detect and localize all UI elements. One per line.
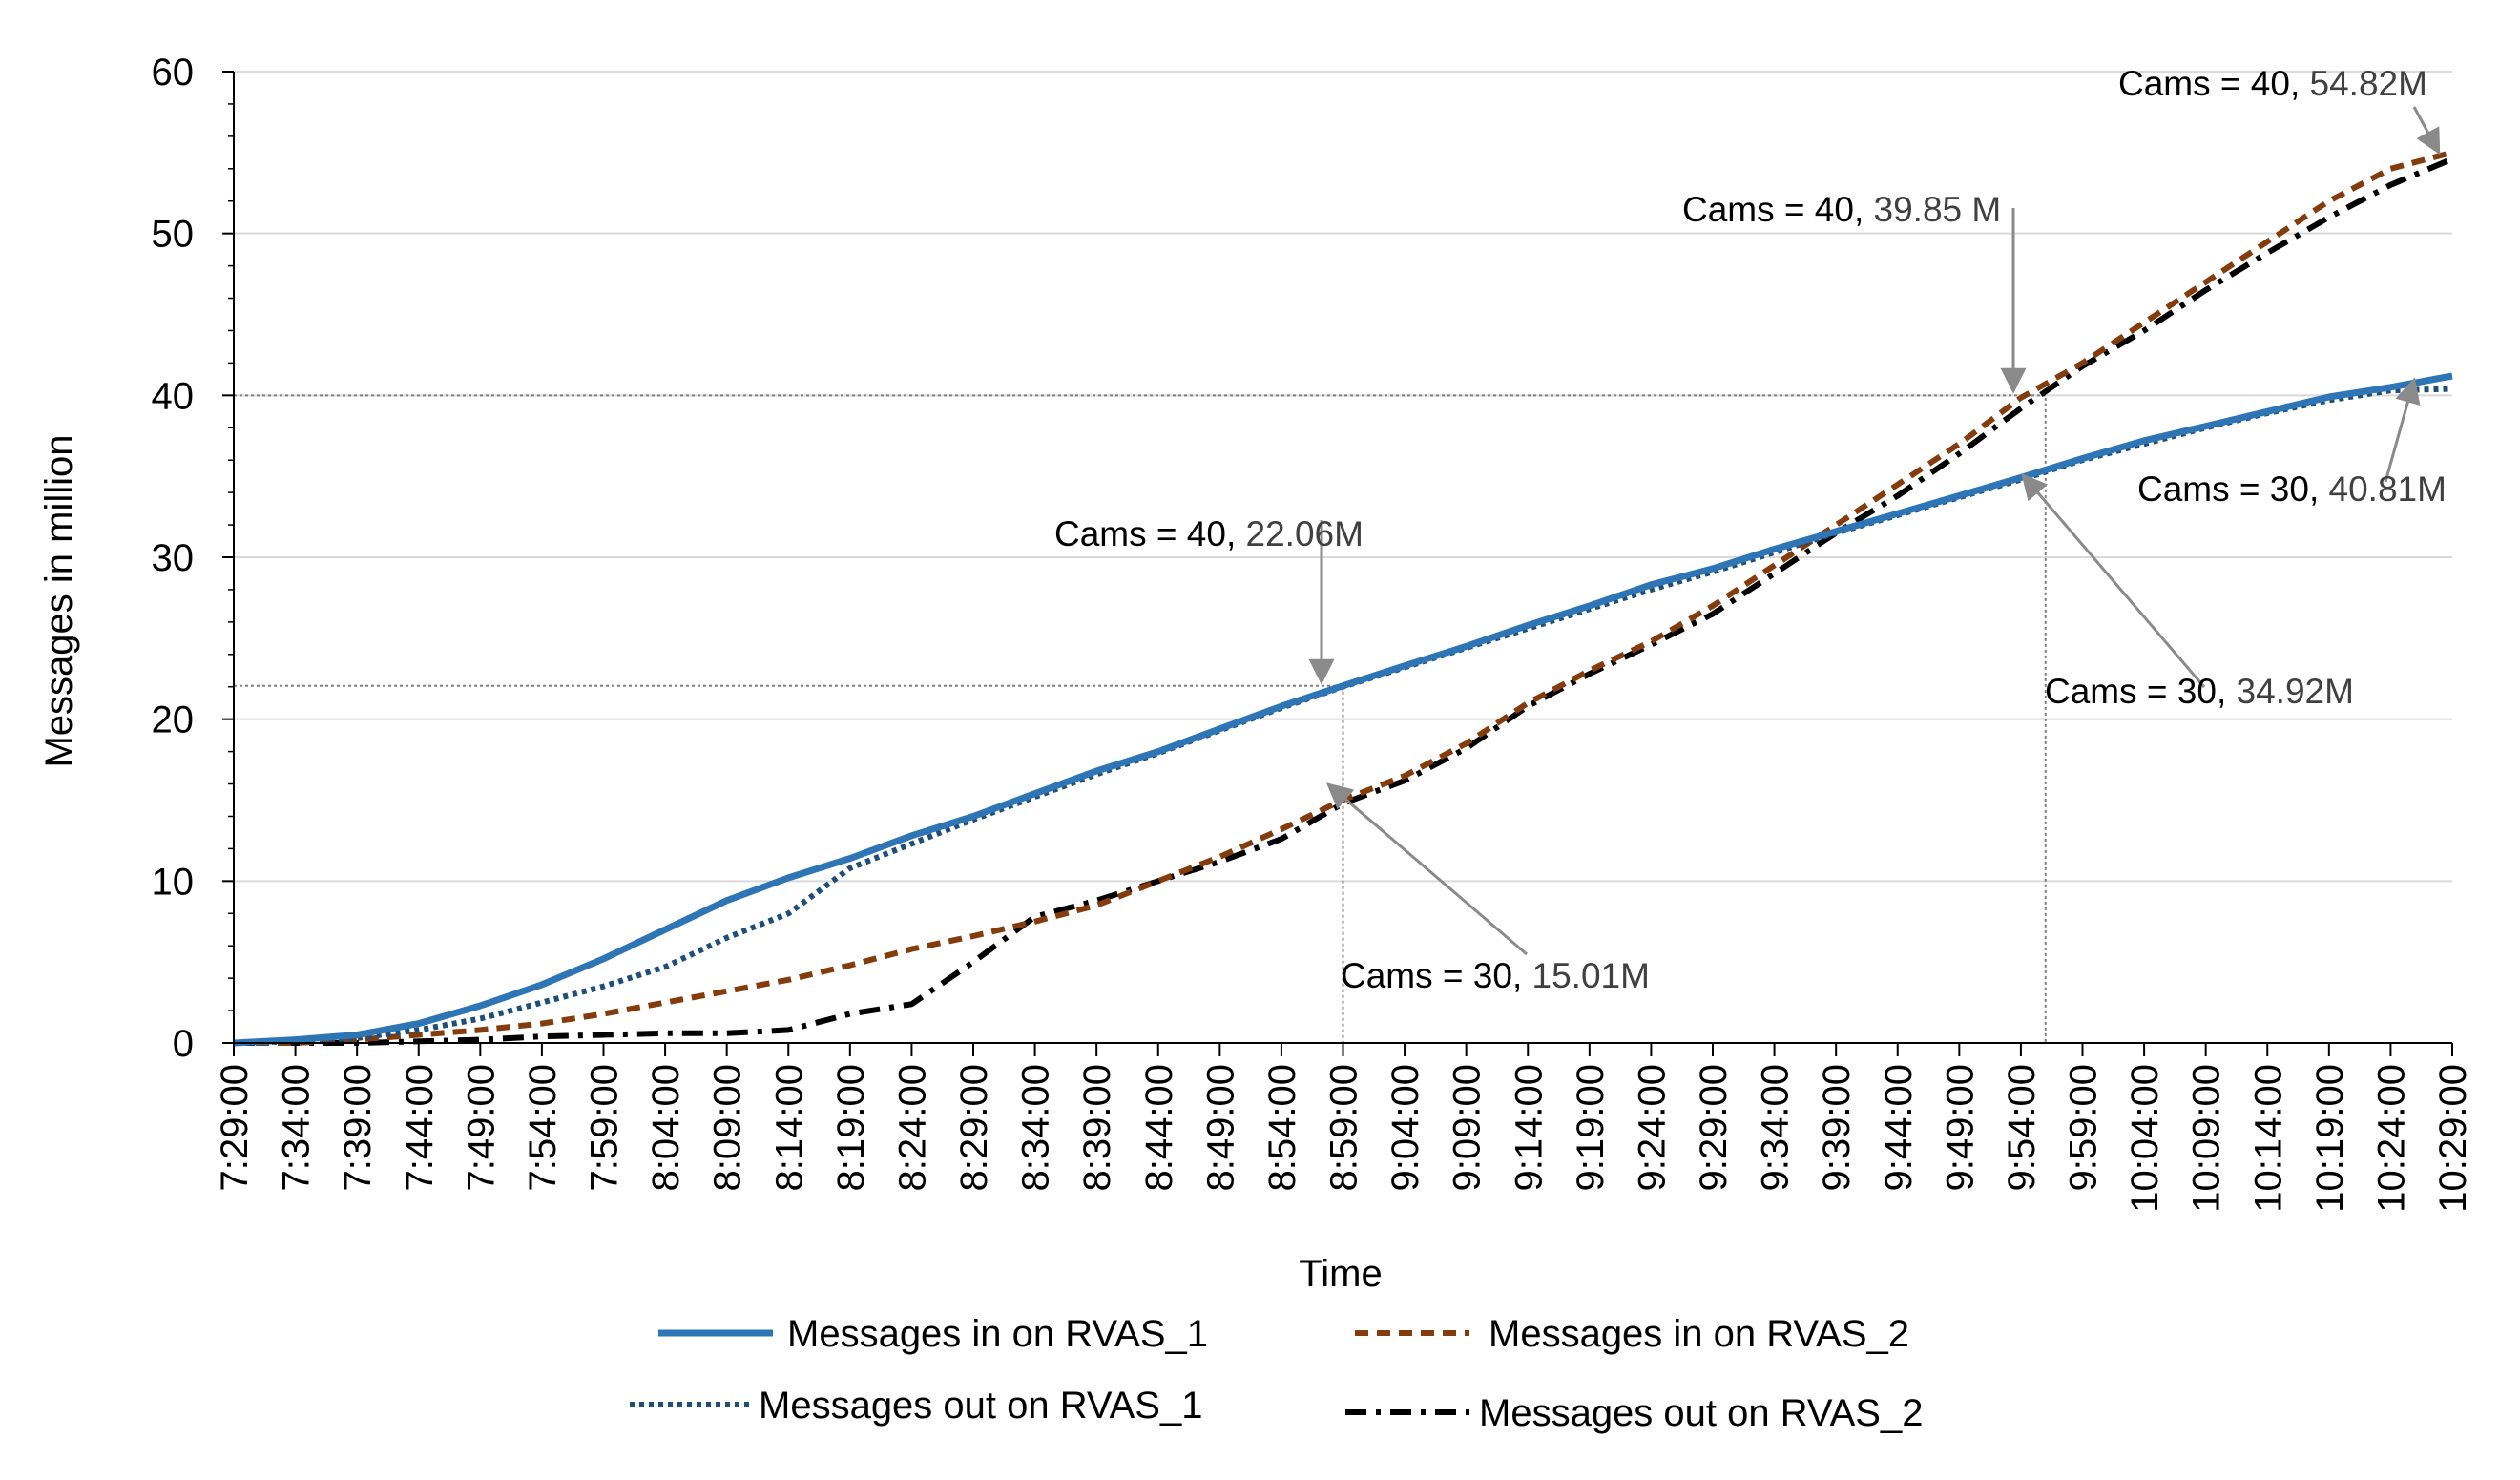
x-tick-label: 7:44:00 xyxy=(399,1064,441,1191)
annotation-label: Cams = 30, 40.81M xyxy=(2137,469,2447,509)
x-tick-label: 7:54:00 xyxy=(522,1064,564,1191)
x-tick-label: 7:29:00 xyxy=(214,1064,256,1191)
series-line-messages-in-on-rvas-1 xyxy=(233,372,2453,1047)
annotation-arrow xyxy=(2021,472,2206,688)
axes xyxy=(222,71,2453,1056)
legend: Messages in on RVAS_1 Messages in on RVAS… xyxy=(630,1313,1923,1434)
y-tick-label: 30 xyxy=(152,537,195,579)
x-tick-label: 8:34:00 xyxy=(1015,1064,1057,1191)
x-tick-label: 8:09:00 xyxy=(707,1064,749,1191)
annotation-cams: Cams = 40, xyxy=(1054,514,1246,553)
legend-label: Messages out on RVAS_2 xyxy=(1479,1392,1923,1434)
x-tick-labels: 7:29:00 7:34:00 7:39:00 7:44:00 7:49:00 7:54:… xyxy=(214,1064,2474,1213)
annotation-value: 15.01M xyxy=(1532,956,1650,995)
annotation-value: 40.81M xyxy=(2329,469,2447,509)
x-tick-label: 9:34:00 xyxy=(1755,1064,1797,1191)
y-tick-label: 60 xyxy=(152,52,195,94)
annotation-value: 54.82M xyxy=(2310,64,2427,103)
x-tick-label: 10:04:00 xyxy=(2124,1064,2166,1213)
annotation-label: Cams = 40, 39.85 M xyxy=(1682,190,2001,229)
x-tick-label: 7:39:00 xyxy=(337,1064,379,1191)
x-tick-label: 9:49:00 xyxy=(1939,1064,1981,1191)
x-tick-label: 9:14:00 xyxy=(1508,1064,1550,1191)
annotation-label: Cams = 40, 22.06M xyxy=(1054,514,1364,553)
x-tick-label: 10:09:00 xyxy=(2186,1064,2228,1213)
gridlines xyxy=(234,71,2452,883)
annotation-label: Cams = 40, 54.82M xyxy=(2118,64,2427,103)
x-tick-label: 8:59:00 xyxy=(1323,1064,1365,1191)
x-tick-label: 9:54:00 xyxy=(2001,1064,2043,1191)
y-tick-label: 20 xyxy=(152,699,195,741)
x-tick-label: 9:59:00 xyxy=(2063,1064,2105,1191)
x-tick-label: 8:29:00 xyxy=(953,1064,995,1191)
x-tick-label: 8:54:00 xyxy=(1261,1064,1303,1191)
x-tick-label: 9:44:00 xyxy=(1878,1064,1920,1191)
x-tick-label: 9:04:00 xyxy=(1385,1064,1427,1191)
reference-lines xyxy=(234,394,2047,1043)
legend-label: Messages in on RVAS_1 xyxy=(787,1313,1208,1355)
annotation-value: 34.92M xyxy=(2237,672,2354,711)
legend-label: Messages out on RVAS_1 xyxy=(759,1385,1202,1427)
annotation-label: Cams = 30, 34.92M xyxy=(2045,672,2354,711)
x-tick-label: 7:49:00 xyxy=(460,1064,502,1191)
x-axis-title: Time xyxy=(1299,1253,1382,1295)
x-tick-label: 8:19:00 xyxy=(830,1064,872,1191)
x-tick-label: 9:19:00 xyxy=(1570,1064,1612,1191)
x-tick-label: 10:29:00 xyxy=(2432,1064,2474,1213)
annotation-cams: Cams = 30, xyxy=(2045,672,2237,711)
y-tick-label: 50 xyxy=(152,214,195,256)
x-tick-label: 10:14:00 xyxy=(2247,1064,2289,1213)
annotation-value: 22.06M xyxy=(1246,514,1364,553)
annotation-cams: Cams = 40, xyxy=(2118,64,2310,103)
x-tick-label: 10:24:00 xyxy=(2370,1064,2412,1213)
x-tick-label: 9:39:00 xyxy=(1816,1064,1858,1191)
annotation-arrow xyxy=(1325,782,1528,956)
annotation-cams: Cams = 30, xyxy=(2137,469,2329,509)
x-tick-label: 9:09:00 xyxy=(1447,1064,1489,1191)
x-tick-label: 8:49:00 xyxy=(1199,1064,1241,1191)
y-tick-label: 10 xyxy=(152,861,195,903)
x-tick-label: 8:44:00 xyxy=(1138,1064,1180,1191)
annotation-arrow xyxy=(2412,106,2441,156)
annotation-label: Cams = 30, 15.01M xyxy=(1341,956,1650,995)
x-tick-label: 8:24:00 xyxy=(891,1064,933,1191)
x-tick-label: 9:24:00 xyxy=(1631,1064,1673,1191)
x-tick-label: 8:39:00 xyxy=(1076,1064,1118,1191)
y-axis-title: Messages in million xyxy=(38,434,80,767)
x-tick-label: 8:04:00 xyxy=(645,1064,687,1191)
annotation-cams: Cams = 30, xyxy=(1341,956,1532,995)
x-tick-label: 7:59:00 xyxy=(584,1064,626,1191)
annotation-value: 39.85 M xyxy=(1874,190,2002,229)
legend-label: Messages in on RVAS_2 xyxy=(1489,1313,1909,1355)
x-tick-label: 7:34:00 xyxy=(276,1064,318,1191)
x-tick-label: 10:19:00 xyxy=(2309,1064,2351,1213)
annotation-arrow xyxy=(2384,377,2421,483)
y-tick-label: 0 xyxy=(173,1023,194,1065)
y-tick-label: 40 xyxy=(152,375,195,417)
x-tick-label: 9:29:00 xyxy=(1693,1064,1735,1191)
x-tick-label: 8:14:00 xyxy=(768,1064,810,1191)
y-tick-labels: 0 10 20 30 40 50 60 xyxy=(152,52,195,1065)
annotation-cams: Cams = 40, xyxy=(1682,190,1874,229)
